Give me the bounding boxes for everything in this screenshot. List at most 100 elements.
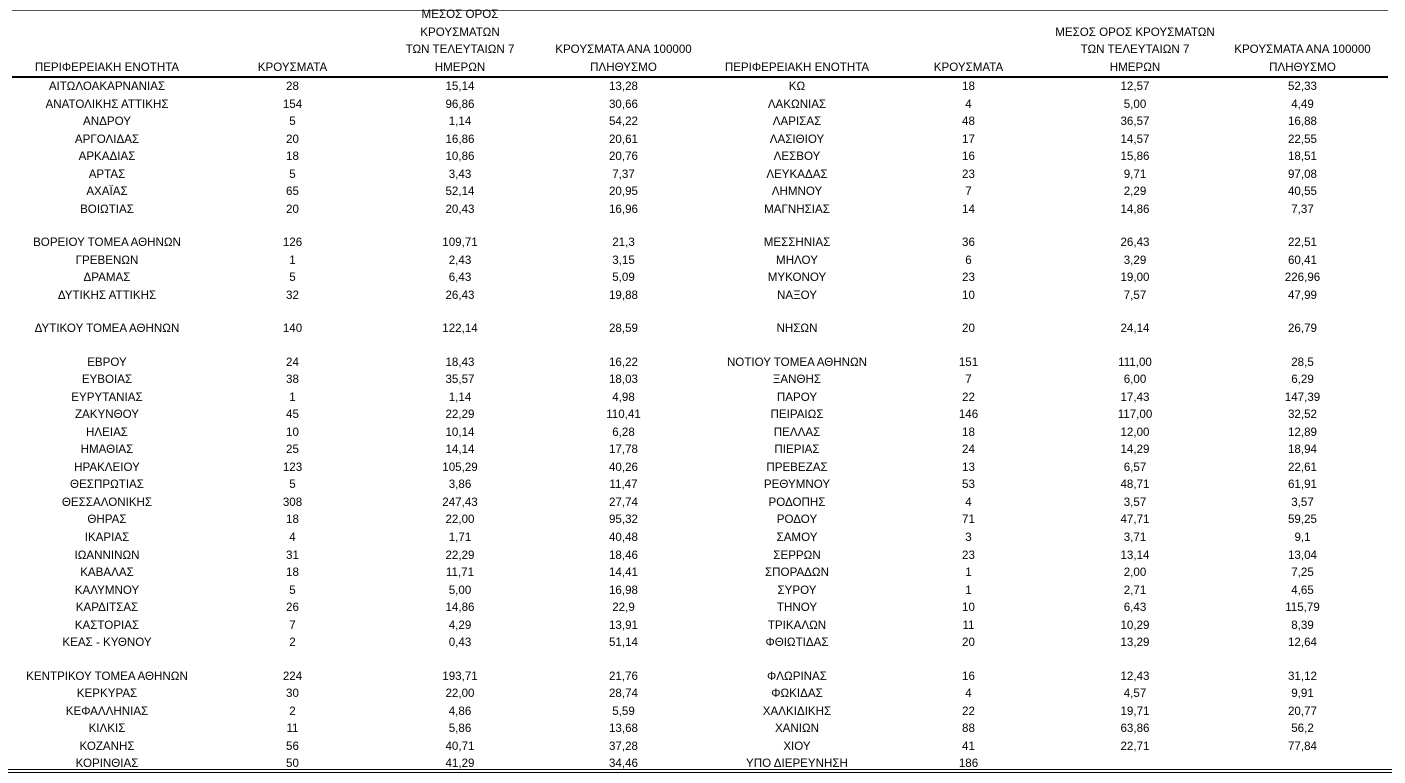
right-cases-cell: 16 <box>962 669 975 683</box>
right-cases-cell: 18 <box>962 80 975 93</box>
table-row: ΚΟΡΙΝΘΙΑΣ 50 41,29 34,46 ΥΠΟ ΔΙΕΡΕΥΝΗΣΗ 186 <box>0 755 1405 773</box>
right-avg-7-days-cell: 12,57 <box>1120 80 1150 93</box>
right-cases-per-100k-cell: 20,77 <box>1287 704 1317 718</box>
left-cases-cell: 11 <box>286 722 299 736</box>
spacer-row <box>0 652 1405 668</box>
right-avg-7-days-cell: 13,14 <box>1120 548 1150 562</box>
right-region-cell: ΛΑΚΩΝΙΑΣ <box>767 97 827 111</box>
right-region-cell: ΡΟΔΟΥ <box>776 513 818 527</box>
right-region-cell: ΜΑΓΝΗΣΙΑΣ <box>764 202 830 216</box>
left-avg-7-days-cell: 26,43 <box>445 288 475 302</box>
left-cases-cell: 123 <box>282 460 303 474</box>
left-avg-7-days-cell: 52,14 <box>445 185 475 199</box>
table-header: ΠΕΡΙΦΕΡΕΙΑΚΗ ΕΝΟΤΗΤΑ ΚΡΟΥΣΜΑΤΑ ΜΕΣΟΣ ΟΡΟΣ … <box>0 8 1405 76</box>
table-row: ΖΑΚΥΝΘΟΥ 45 22,29 110,41 ΠΕΙΡΑΙΩΣ 146 117,00 32… <box>0 406 1405 424</box>
right-avg-7-days-cell: 12,00 <box>1120 425 1150 439</box>
right-avg-7-days-cell: 2,71 <box>1123 583 1147 597</box>
left-cases-per-100k-cell: 40,26 <box>608 460 638 474</box>
left-cases-cell: 20 <box>286 202 299 216</box>
right-region-cell: ΛΗΜΝΟΥ <box>771 185 823 199</box>
right-region-cell: ΜΕΣΣΗΝΙΑΣ <box>763 236 831 250</box>
right-region-cell: ΣΑΜΟΥ <box>776 530 818 544</box>
right-avg-7-days-cell: 5,00 <box>1123 97 1147 111</box>
right-cases-cell: 7 <box>965 373 972 387</box>
right-cases-per-100k-cell: 28,5 <box>1291 355 1314 369</box>
header-line: ΤΩΝ ΤΕΛΕΥΤΑΙΩΝ 7 <box>1080 43 1190 56</box>
left-avg-7-days-cell: 35,57 <box>445 373 475 387</box>
left-avg-7-days-cell: 0,43 <box>448 636 472 650</box>
left-cases-per-100k-cell: 13,68 <box>608 722 638 736</box>
table-body: ΑΙΤΩΛΟΑΚΑΡΝΑΝΙΑΣ 28 15,14 13,28 ΚΩ 18 12,57 52,… <box>0 78 1405 773</box>
left-avg-7-days-cell: 5,00 <box>448 583 472 597</box>
table-row: ΕΥΡΥΤΑΝΙΑΣ 1 1,14 4,98 ΠΑΡΟΥ 22 17,43 147,39 <box>0 389 1405 407</box>
left-cases-per-100k-cell: 37,28 <box>608 739 638 753</box>
right-avg-7-days-cell: 48,71 <box>1120 478 1150 492</box>
right-avg-7-days-cell: 19,71 <box>1120 704 1150 718</box>
right-cases-per-100k-cell: 47,99 <box>1287 288 1317 302</box>
left-region-cell: ΑΧΑΪΑΣ <box>86 185 128 199</box>
right-cases-per-100k-cell: 4,49 <box>1291 97 1314 111</box>
spacer-row <box>0 338 1405 354</box>
left-region-cell: ΕΒΡΟΥ <box>87 355 127 369</box>
right-avg-7-days-cell: 10,29 <box>1120 618 1150 632</box>
left-cases-per-100k-cell: 110,41 <box>606 408 641 422</box>
left-cases-cell: 20 <box>286 132 299 146</box>
right-cases-cell: 10 <box>962 601 975 615</box>
bottom-double-rule <box>8 772 1392 773</box>
right-cases-cell: 53 <box>962 478 975 492</box>
right-region-cell: ΧΙΟΥ <box>783 739 811 753</box>
right-region-cell: ΠΕΛΛΑΣ <box>773 425 821 439</box>
left-region-cell: ΚΑΡΔΙΤΣΑΣ <box>75 601 139 615</box>
table-row: ΕΥΒΟΙΑΣ 38 35,57 18,03 ΞΑΝΘΗΣ 7 6,00 6,29 <box>0 371 1405 389</box>
left-avg-7-days-cell: 105,29 <box>442 460 478 474</box>
right-cases-per-100k-cell: 61,91 <box>1287 478 1317 492</box>
header-line: ΚΡΟΥΣΜΑΤΑ <box>257 60 328 74</box>
left-region-cell: ΔΥΤΙΚΗΣ ΑΤΤΙΚΗΣ <box>57 288 157 302</box>
right-cases-per-100k-cell: 7,25 <box>1291 566 1314 580</box>
right-avg-7-days-cell: 13,29 <box>1120 636 1150 650</box>
table-row: ΚΑΡΔΙΤΣΑΣ 26 14,86 22,9 ΤΗΝΟΥ 10 6,43 115,79 <box>0 599 1405 617</box>
left-avg-7-days-cell: 16,86 <box>445 132 475 146</box>
right-cases-cell: 1 <box>965 583 972 597</box>
right-cases-cell: 36 <box>962 236 975 250</box>
right-region-cell: ΥΠΟ ΔΙΕΡΕΥΝΗΣΗ <box>746 757 848 771</box>
right-avg-7-days-cell: 22,71 <box>1120 739 1150 753</box>
left-avg-7-days-cell: 10,14 <box>445 425 475 439</box>
left-avg-7-days-cell: 41,29 <box>445 757 475 771</box>
right-cases-per-100k-cell: 52,33 <box>1287 80 1317 93</box>
header-line: ΜΕΣΟΣ ΟΡΟΣ ΚΡΟΥΣΜΑΤΩΝ <box>420 8 500 39</box>
right-cases-cell: 151 <box>958 355 979 369</box>
left-cases-per-100k-cell: 34,46 <box>608 757 638 771</box>
left-region-cell: ΒΟΡΕΙΟΥ ΤΟΜΕΑ ΑΘΗΝΩΝ <box>33 236 181 250</box>
header-line: ΗΜΕΡΩΝ <box>1109 60 1161 74</box>
left-avg-7-days-cell: 22,00 <box>445 513 475 527</box>
left-avg-7-days-cell: 11,71 <box>445 566 475 580</box>
right-region-cell: ΤΡΙΚΑΛΩΝ <box>767 618 827 632</box>
right-region-cell: ΛΑΡΙΣΑΣ <box>772 115 822 129</box>
left-region-cell: ΚΑΒΑΛΑΣ <box>80 566 134 580</box>
left-cases-cell: 5 <box>289 115 296 129</box>
header-line: ΠΕΡΙΦΕΡΕΙΑΚΗ ΕΝΟΤΗΤΑ <box>34 60 180 74</box>
left-avg-7-days-cell: 3,43 <box>448 167 472 181</box>
right-cases-cell: 4 <box>965 97 972 111</box>
left-region-cell: ΗΜΑΘΙΑΣ <box>80 443 134 457</box>
table-row: ΑΝΔΡΟΥ 5 1,14 54,22 ΛΑΡΙΣΑΣ 48 36,57 16,88 <box>0 113 1405 131</box>
table-row: ΒΟΙΩΤΙΑΣ 20 20,43 16,96 ΜΑΓΝΗΣΙΑΣ 14 14,86 7,37 <box>0 201 1405 219</box>
left-cases-per-100k-cell: 5,09 <box>612 271 635 285</box>
left-cases-cell: 2 <box>289 636 296 650</box>
left-avg-7-days-cell: 2,43 <box>448 253 472 267</box>
right-cases-per-100k-cell: 97,08 <box>1287 167 1317 181</box>
left-cases-per-100k-cell: 6,28 <box>612 425 635 439</box>
right-cases-per-100k-cell: 31,12 <box>1287 669 1317 683</box>
right-cases-cell: 10 <box>962 288 975 302</box>
left-cases-cell: 2 <box>289 704 296 718</box>
right-cases-cell: 6 <box>965 253 972 267</box>
left-region-cell: ΚΑΣΤΟΡΙΑΣ <box>74 618 140 632</box>
left-region-cell: ΔΡΑΜΑΣ <box>83 271 131 285</box>
left-avg-7-days-cell: 1,71 <box>448 530 472 544</box>
right-cases-cell: 18 <box>962 425 975 439</box>
right-avg-7-days-cell: 3,57 <box>1123 495 1147 509</box>
right-region-cell: ΡΕΘΥΜΝΟΥ <box>763 478 831 492</box>
table-row: ΗΛΕΙΑΣ 10 10,14 6,28 ΠΕΛΛΑΣ 18 12,00 12,89 <box>0 424 1405 442</box>
left-cases-per-100k-cell: 5,59 <box>612 704 635 718</box>
